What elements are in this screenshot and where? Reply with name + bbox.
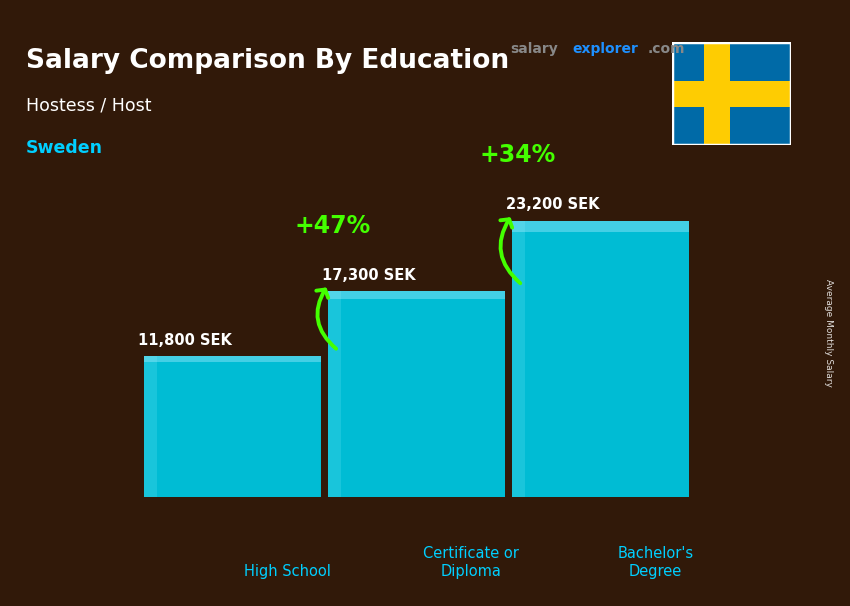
Bar: [704, 42, 730, 145]
Text: 11,800 SEK: 11,800 SEK: [138, 333, 232, 348]
Text: Salary Comparison By Education: Salary Comparison By Education: [26, 48, 508, 75]
Text: salary: salary: [510, 42, 558, 56]
Text: High School: High School: [244, 564, 331, 579]
Text: +47%: +47%: [295, 213, 371, 238]
Bar: [328, 291, 505, 497]
Bar: [144, 356, 321, 362]
Bar: [144, 356, 321, 497]
Bar: [512, 221, 689, 232]
Bar: [144, 356, 157, 497]
Text: explorer: explorer: [572, 42, 638, 56]
Bar: [512, 221, 525, 497]
Bar: [328, 291, 505, 299]
Text: Average Monthly Salary: Average Monthly Salary: [824, 279, 833, 387]
Bar: [328, 291, 341, 497]
Text: 17,300 SEK: 17,300 SEK: [322, 268, 416, 282]
Text: Sweden: Sweden: [26, 139, 103, 158]
Text: .com: .com: [648, 42, 685, 56]
Text: +34%: +34%: [479, 143, 555, 167]
Text: 23,200 SEK: 23,200 SEK: [507, 198, 600, 213]
Text: Bachelor's
Degree: Bachelor's Degree: [617, 547, 694, 579]
Text: Hostess / Host: Hostess / Host: [26, 97, 151, 115]
Text: Certificate or
Diploma: Certificate or Diploma: [423, 547, 519, 579]
Bar: [672, 81, 790, 107]
Bar: [512, 221, 689, 497]
